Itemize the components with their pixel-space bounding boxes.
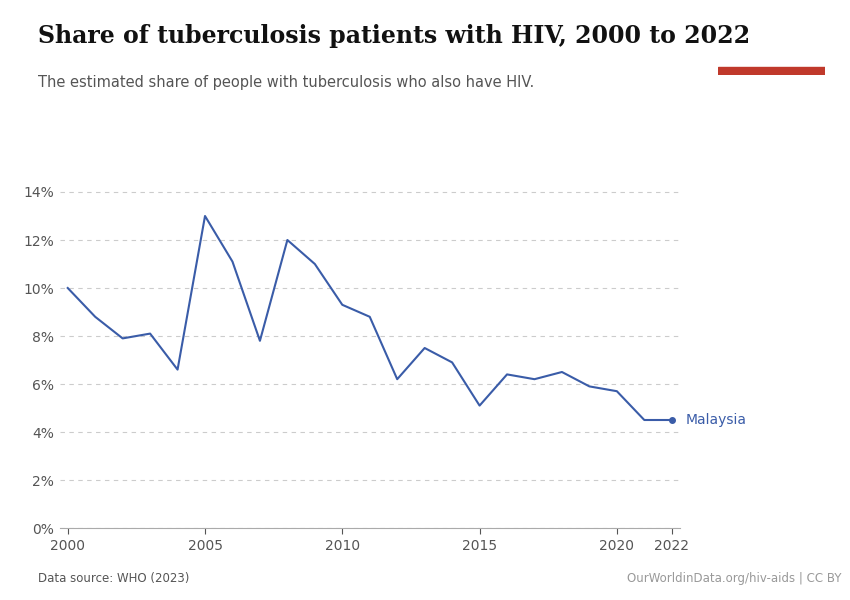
Text: The estimated share of people with tuberculosis who also have HIV.: The estimated share of people with tuber… bbox=[38, 75, 535, 90]
Text: in Data: in Data bbox=[751, 45, 791, 55]
Text: Our World: Our World bbox=[744, 27, 799, 37]
Text: Data source: WHO (2023): Data source: WHO (2023) bbox=[38, 572, 190, 585]
Text: Malaysia: Malaysia bbox=[685, 413, 746, 427]
Text: OurWorldinData.org/hiv-aids | CC BY: OurWorldinData.org/hiv-aids | CC BY bbox=[627, 572, 842, 585]
Bar bbox=[718, 67, 824, 75]
Text: Share of tuberculosis patients with HIV, 2000 to 2022: Share of tuberculosis patients with HIV,… bbox=[38, 24, 751, 48]
